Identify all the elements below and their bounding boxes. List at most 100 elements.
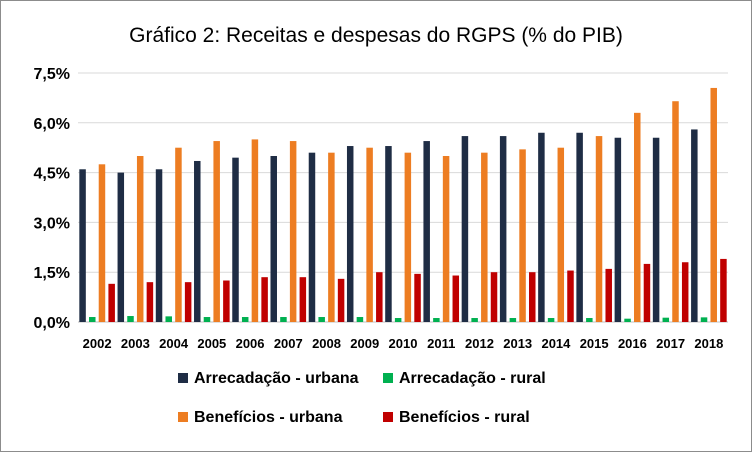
bar-arrecada-o-rural-2014 (547, 318, 555, 322)
bar-benef-cios-urbana-2010 (404, 152, 412, 322)
bar-benef-cios-rural-2009 (376, 272, 383, 322)
x-tick-label: 2002 (83, 336, 112, 351)
bar-benef-cios-rural-2007 (299, 277, 307, 322)
x-tick-label: 2014 (541, 336, 571, 351)
x-tick-label: 2016 (618, 336, 647, 351)
bar-benef-cios-rural-2003 (146, 282, 154, 322)
bar-arrecada-o-urbana-2002 (79, 169, 86, 322)
bar-benef-cios-urbana-2008 (328, 152, 335, 322)
bar-arrecada-o-rural-2009 (356, 317, 364, 322)
y-tick-label: 4,5% (34, 166, 70, 183)
bar-benef-cios-rural-2017 (681, 262, 689, 322)
legend-label: Arrecadação - rural (399, 370, 546, 387)
bar-benef-cios-rural-2016 (643, 263, 651, 322)
x-tick-label: 2009 (350, 336, 379, 351)
x-tick-label: 2018 (694, 336, 723, 351)
bar-benef-cios-urbana-2003 (136, 156, 144, 322)
legend-label: Benefícios - urbana (194, 409, 343, 426)
bar-benef-cios-rural-2015 (605, 268, 612, 322)
bar-benef-cios-urbana-2011 (442, 156, 450, 322)
bar-benef-cios-urbana-2009 (366, 147, 373, 322)
bar-arrecada-o-urbana-2017 (652, 137, 660, 322)
legend: Arrecadação - urbana Arrecadação - rural B… (178, 370, 546, 426)
x-tick-label: 2007 (274, 336, 303, 351)
bar-benef-cios-urbana-2018 (710, 87, 717, 322)
x-tick-label: 2006 (236, 336, 265, 351)
chart-title: Gráfico 2: Receitas e despesas do RGPS (… (129, 24, 623, 47)
bar-arrecada-o-urbana-2010 (385, 146, 392, 322)
bar-arrecada-o-urbana-2009 (346, 146, 354, 322)
legend-swatch (178, 412, 188, 422)
bar-arrecada-o-rural-2010 (394, 318, 402, 322)
bar-arrecada-o-urbana-2016 (614, 137, 622, 322)
bar-arrecada-o-rural-2006 (241, 317, 249, 322)
y-tick-label: 1,5% (34, 265, 70, 282)
bar-arrecada-o-urbana-2008 (308, 152, 316, 322)
x-tick-label: 2013 (503, 336, 532, 351)
x-tick-label: 2008 (312, 336, 341, 351)
bar-benef-cios-urbana-2006 (251, 139, 259, 322)
bar-arrecada-o-rural-2007 (280, 317, 287, 322)
bar-benef-cios-rural-2004 (184, 282, 192, 322)
bar-benef-cios-urbana-2005 (213, 141, 220, 322)
legend-swatch (383, 373, 393, 383)
bar-benef-cios-rural-2008 (337, 278, 345, 322)
legend-label: Arrecadação - urbana (194, 370, 359, 387)
bar-arrecada-o-rural-2004 (165, 316, 172, 322)
bar-benef-cios-urbana-2013 (519, 149, 526, 322)
bar-arrecada-o-rural-2012 (471, 318, 478, 322)
y-tick-label: 7,5% (34, 66, 70, 83)
bar-benef-cios-rural-2012 (490, 272, 498, 322)
bar-arrecada-o-rural-2003 (127, 316, 134, 322)
bar-arrecada-o-rural-2015 (586, 318, 593, 322)
x-tick-label: 2017 (656, 336, 685, 351)
bar-benef-cios-urbana-2007 (289, 141, 297, 322)
bar-benef-cios-rural-2018 (720, 258, 727, 322)
bar-arrecada-o-urbana-2014 (538, 132, 545, 322)
bar-benef-cios-urbana-2014 (557, 147, 565, 322)
bar-benef-cios-urbana-2017 (672, 101, 679, 322)
bar-arrecada-o-urbana-2003 (117, 172, 125, 322)
bar-arrecada-o-urbana-2006 (232, 157, 239, 322)
bars (79, 87, 727, 322)
legend-swatch (383, 412, 393, 422)
bar-arrecada-o-rural-2011 (433, 318, 440, 322)
x-tick-label: 2005 (197, 336, 226, 351)
bar-benef-cios-urbana-2015 (595, 136, 603, 322)
bar-benef-cios-rural-2002 (108, 283, 115, 322)
x-tick-label: 2011 (427, 336, 455, 351)
bar-benef-cios-rural-2014 (567, 270, 574, 322)
bar-benef-cios-urbana-2004 (175, 147, 182, 322)
bar-arrecada-o-rural-2008 (318, 317, 325, 322)
bar-arrecada-o-rural-2013 (509, 318, 517, 322)
bar-arrecada-o-rural-2002 (89, 317, 96, 322)
bar-arrecada-o-urbana-2005 (194, 160, 201, 322)
bar-benef-cios-rural-2005 (223, 280, 230, 322)
x-tick-label: 2015 (580, 336, 609, 351)
bar-arrecada-o-urbana-2004 (155, 169, 163, 322)
x-tick-label: 2012 (465, 336, 494, 351)
x-tick-label: 2004 (159, 336, 189, 351)
bar-arrecada-o-rural-2016 (624, 318, 631, 322)
bar-arrecada-o-urbana-2018 (691, 129, 698, 322)
bar-arrecada-o-urbana-2013 (499, 136, 507, 322)
legend-label: Benefícios - rural (399, 409, 530, 426)
bar-arrecada-o-urbana-2012 (461, 136, 469, 322)
bar-benef-cios-rural-2011 (452, 275, 460, 322)
bar-arrecada-o-rural-2017 (662, 317, 670, 322)
x-tick-label: 2003 (121, 336, 150, 351)
bar-arrecada-o-rural-2005 (203, 317, 211, 322)
bar-benef-cios-urbana-2002 (98, 164, 106, 322)
bar-benef-cios-urbana-2016 (634, 112, 641, 322)
bar-arrecada-o-urbana-2007 (270, 156, 277, 322)
bar-benef-cios-urbana-2012 (481, 152, 488, 322)
x-tick-label: 2010 (389, 336, 418, 351)
x-axis-ticks: 2002 2003 2004 2005 2006 2007 2008 2009 2010 2011… (83, 336, 724, 351)
bar-arrecada-o-urbana-2011 (423, 141, 430, 322)
y-tick-label: 0,0% (34, 315, 70, 332)
y-axis-ticks: 0,0% 1,5% 3,0% 4,5% 6,0% 7,5% (34, 66, 70, 332)
bar-arrecada-o-rural-2018 (700, 317, 708, 322)
y-tick-label: 6,0% (34, 116, 70, 133)
legend-swatch (178, 373, 188, 383)
